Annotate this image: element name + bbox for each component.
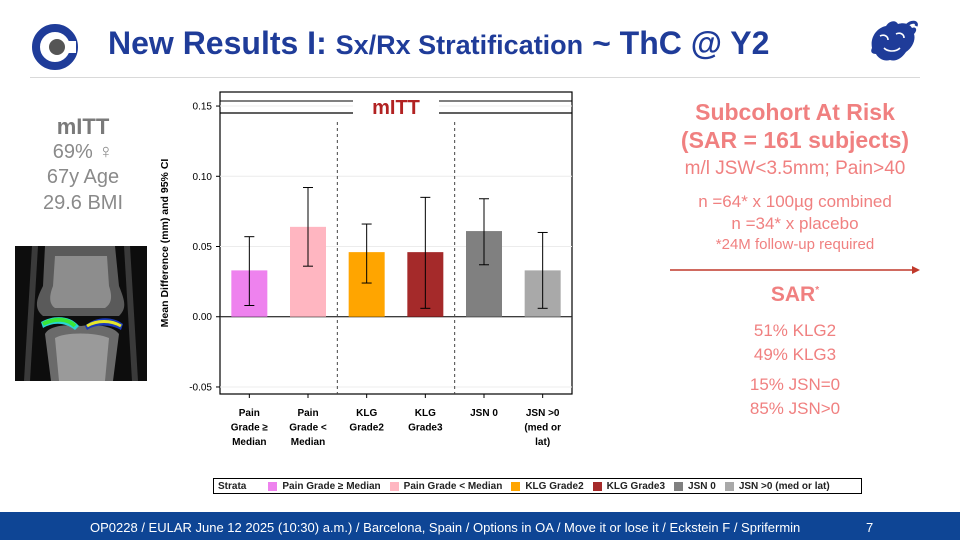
x-tick-label: KLG	[415, 408, 436, 419]
bar-chart: -0.05 0.00 0.05 0.10 0.15 Pain Grade ≥ Median Pa…	[159, 91, 573, 448]
bison-crest-icon	[871, 20, 918, 61]
sar-jsn-gt0: 85% JSN>0	[749, 399, 841, 418]
sar-title-line2: (SAR = 161 subjects)	[680, 127, 910, 153]
n-placebo: n =34* x placebo	[731, 214, 859, 233]
footer-bar: OP0228 / EULAR June 12 2025 (10:30) a.m.…	[0, 512, 960, 540]
legend-label: JSN >0 (med or lat)	[738, 480, 830, 492]
x-tick-label: JSN 0	[470, 408, 498, 419]
x-tick-label: Grade ≥	[231, 423, 269, 434]
legend-item: Pain Grade < Median	[389, 480, 503, 492]
y-tick-label: 0.15	[193, 102, 213, 113]
legend-label: KLG Grade2	[525, 480, 584, 492]
x-tick-label: lat)	[535, 437, 550, 448]
x-tick-label: JSN >0	[526, 408, 560, 419]
title-divider	[30, 77, 920, 78]
x-tick-label: KLG	[356, 408, 377, 419]
legend-label: KLG Grade3	[606, 480, 666, 492]
sar-jsn0: 15% JSN=0	[749, 375, 841, 394]
legend-swatch	[511, 481, 521, 491]
n-combined: n =64* x 100µg combined	[698, 192, 892, 211]
cohort-heading: mITT	[56, 114, 110, 139]
x-tick-label: Median	[291, 437, 325, 448]
sar-title-line1: Subcohort At Risk	[695, 99, 895, 125]
legend-label: JSN 0	[688, 480, 716, 492]
sar-heading: SAR*	[664, 283, 926, 307]
subcohort-panel: Subcohort At Risk (SAR = 161 subjects) m…	[664, 98, 926, 254]
sar-criteria: m/l JSW<3.5mm; Pain>40	[684, 158, 906, 179]
legend-label: Pain Grade ≥ Median	[282, 480, 381, 492]
plot-frame	[219, 91, 573, 395]
sar-label: SAR	[770, 283, 816, 306]
legend-item: JSN >0 (med or lat)	[724, 480, 830, 492]
y-tick-label: -0.05	[189, 382, 212, 393]
footer-text: OP0228 / EULAR June 12 2025 (10:30) a.m.…	[90, 520, 801, 535]
cohort-female: 69% ♀	[52, 140, 114, 163]
legend-swatch	[592, 481, 602, 491]
title-main: New Results I:	[108, 25, 336, 61]
y-tick-label: 0.10	[193, 172, 213, 183]
legend-title: Strata	[218, 480, 247, 492]
x-tick-label: Grade2	[349, 423, 384, 434]
x-tick-label: Pain	[239, 408, 260, 419]
x-tick-label: (med or	[524, 423, 561, 434]
y-axis-label: Mean Difference (mm) and 95% CI	[159, 159, 171, 328]
cohort-bmi: 29.6 BMI	[42, 191, 124, 214]
right-arrow-icon	[670, 266, 920, 274]
followup-note: *24M follow-up required	[715, 236, 875, 253]
legend-swatch	[389, 481, 399, 491]
chart-legend: Strata Pain Grade ≥ Median Pain Grade < …	[213, 478, 862, 494]
x-tick-label: Grade3	[408, 423, 443, 434]
legend-item: KLG Grade2	[511, 480, 584, 492]
sar-superscript: *	[815, 285, 820, 296]
x-tick-label: Pain	[297, 408, 318, 419]
x-tick-label: Grade <	[289, 423, 327, 434]
chart-title: mITT	[372, 97, 420, 119]
x-tick-label: Median	[232, 437, 266, 448]
title-end: ~ ThC @ Y2	[583, 25, 770, 61]
y-tick-label: 0.05	[193, 242, 213, 253]
page-number: 7	[866, 520, 874, 535]
legend-item: KLG Grade3	[592, 480, 666, 492]
title-mask	[353, 94, 439, 120]
legend-item: JSN 0	[674, 481, 716, 492]
title-mid: Sx/Rx Stratification	[335, 30, 584, 60]
cohort-age: 67y Age	[46, 166, 120, 188]
sar-stats: 51% KLG2 49% KLG3 15% JSN=0 85% JSN>0	[664, 319, 926, 421]
cohort-stats: mITT 69% ♀ 67y Age 29.6 BMI	[16, 114, 150, 216]
legend-label: Pain Grade < Median	[403, 480, 503, 492]
y-tick-label: 0.00	[193, 312, 213, 323]
legend-item: Pain Grade ≥ Median	[268, 480, 381, 492]
sar-klg3: 49% KLG3	[753, 345, 837, 364]
legend-swatch	[268, 481, 278, 491]
legend-swatch	[724, 481, 734, 491]
company-logo-icon	[32, 24, 78, 70]
page-title: New Results I: Sx/Rx Stratification ~ Th…	[108, 22, 858, 66]
legend-swatch	[674, 481, 684, 491]
knee-mri-image	[15, 246, 147, 381]
sar-klg2: 51% KLG2	[753, 321, 837, 340]
